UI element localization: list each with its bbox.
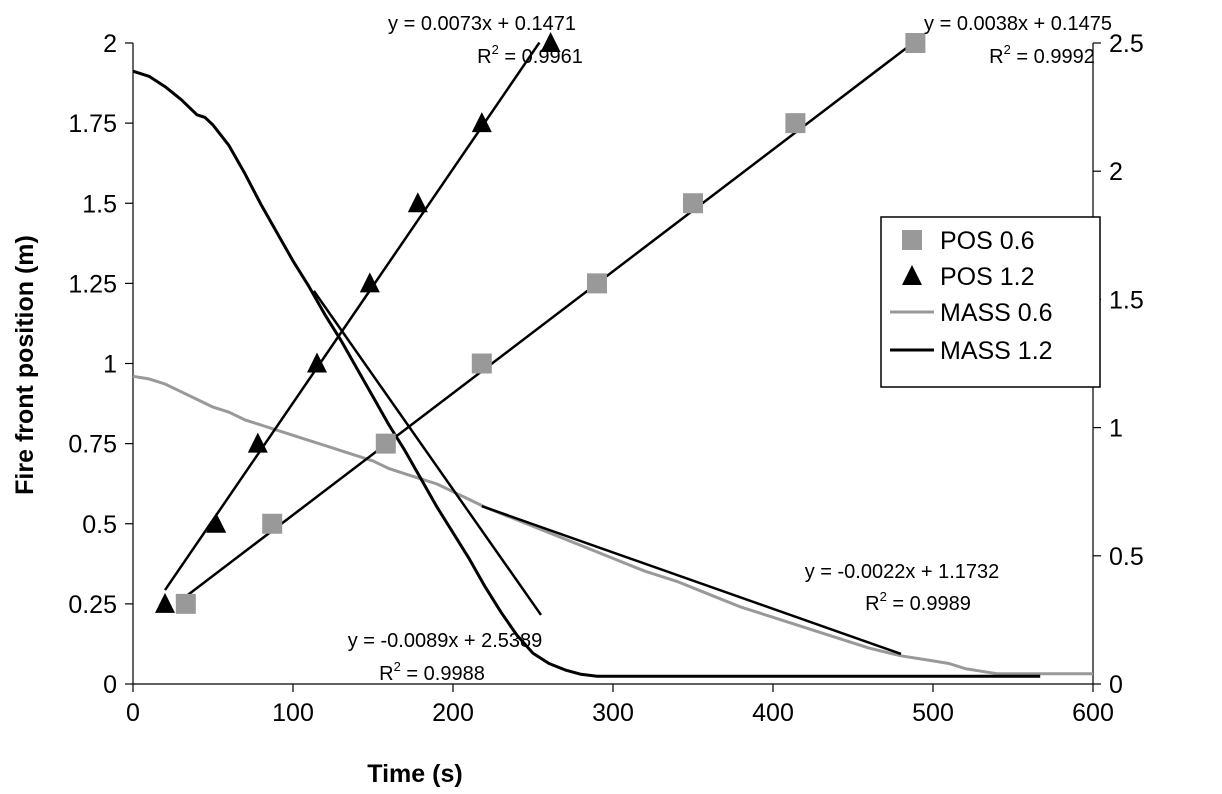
y-tick-label: 0.25 xyxy=(68,591,117,619)
axes: 0 100 200 300 400 500 60000.250.50.7511.251.51… xyxy=(68,30,1143,727)
y2-tick-label: 1 xyxy=(1109,415,1123,443)
trendline-equation: y = -0.0022x + 1.1732 xyxy=(805,561,1000,583)
x-tick-label: 100 xyxy=(272,699,314,727)
legend: POS 0.6 POS 1.2 MASS 0.6 MASS 1.2 xyxy=(880,216,1101,388)
data-point-square xyxy=(785,113,806,134)
x-tick-label: 300 xyxy=(592,699,634,727)
y-axis-title: Fire front position (m) xyxy=(11,235,39,495)
trendline-pos-0-6 xyxy=(185,40,917,598)
data-point-square xyxy=(587,273,607,294)
y-tick-label: 0.5 xyxy=(82,511,117,539)
y-tick-label: 2 xyxy=(103,30,117,58)
series-line-mass-0-6 xyxy=(132,374,1093,676)
legend-swatch-pos-1-2 xyxy=(902,265,922,285)
x-tick-label: 600 xyxy=(1072,699,1114,727)
legend-label-mass-0-6: MASS 0.6 xyxy=(940,299,1053,327)
series-line-mass-1-2 xyxy=(132,69,1041,678)
trendline-r2: R2 = 0.9988 xyxy=(379,659,485,685)
x-tick-label: 200 xyxy=(432,699,474,727)
y-tick-label: 1.25 xyxy=(68,270,117,298)
data-point-square xyxy=(175,593,196,614)
legend-label-pos-0-6: POS 0.6 xyxy=(940,227,1035,255)
trendline-mass-0-6 xyxy=(481,504,902,656)
trendline-mass-1-2 xyxy=(312,290,543,616)
trendline-r2: R2 = 0.9989 xyxy=(865,589,971,615)
y2-tick-label: 0.5 xyxy=(1109,543,1144,571)
trendline-r2: R2 = 0.9992 xyxy=(989,42,1095,68)
data-point-square xyxy=(471,353,492,374)
y-tick-label: 0.75 xyxy=(68,431,117,459)
x-tick-label: 400 xyxy=(752,699,794,727)
legend-label-mass-1-2: MASS 1.2 xyxy=(940,337,1053,365)
data-point-triangle xyxy=(471,112,492,133)
trendline-equation: y = -0.0089x + 2.5389 xyxy=(348,630,543,652)
trendline-equation: y = 0.0073x + 0.1471 xyxy=(388,13,576,35)
trendline-equation: y = 0.0038x + 0.1475 xyxy=(924,13,1112,35)
data-point-square xyxy=(905,33,926,53)
x-axis-title: Time (s) xyxy=(367,760,462,788)
data-point-triangle xyxy=(247,432,268,453)
y-tick-label: 1.5 xyxy=(82,190,117,218)
y2-tick-label: 2.5 xyxy=(1109,30,1144,58)
data-point-triangle xyxy=(540,32,561,52)
y2-tick-label: 0 xyxy=(1109,671,1123,699)
marker-layer xyxy=(155,32,926,614)
y-tick-label: 1 xyxy=(103,351,117,379)
y2-tick-label: 2 xyxy=(1109,158,1123,186)
x-tick-label: 500 xyxy=(912,699,954,727)
data-point-triangle xyxy=(307,352,327,373)
trendline-r2: R2 = 0.9961 xyxy=(477,42,583,68)
data-point-square xyxy=(375,433,396,454)
series-layer xyxy=(132,69,1093,678)
data-point-triangle xyxy=(155,592,175,613)
trendline-pos-1-2 xyxy=(163,41,541,591)
annotation-layer: y = 0.0038x + 0.1475 R2 = 0.9992 y = 0.007… xyxy=(348,13,1112,685)
data-point-triangle xyxy=(359,272,380,293)
data-point-square xyxy=(683,193,703,214)
y2-tick-label: 1.5 xyxy=(1109,286,1144,314)
legend-label-pos-1-2: POS 1.2 xyxy=(940,263,1035,291)
legend-swatch-pos-0-6 xyxy=(902,230,922,250)
data-point-triangle xyxy=(206,512,227,533)
y-tick-label: 1.75 xyxy=(68,110,117,138)
data-point-triangle xyxy=(407,192,428,213)
x-tick-label: 0 xyxy=(126,699,140,727)
trendline-layer xyxy=(163,40,917,656)
data-point-square xyxy=(262,513,283,534)
y-tick-label: 0 xyxy=(103,671,117,699)
